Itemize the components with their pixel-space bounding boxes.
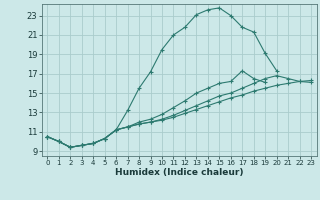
- X-axis label: Humidex (Indice chaleur): Humidex (Indice chaleur): [115, 168, 244, 177]
